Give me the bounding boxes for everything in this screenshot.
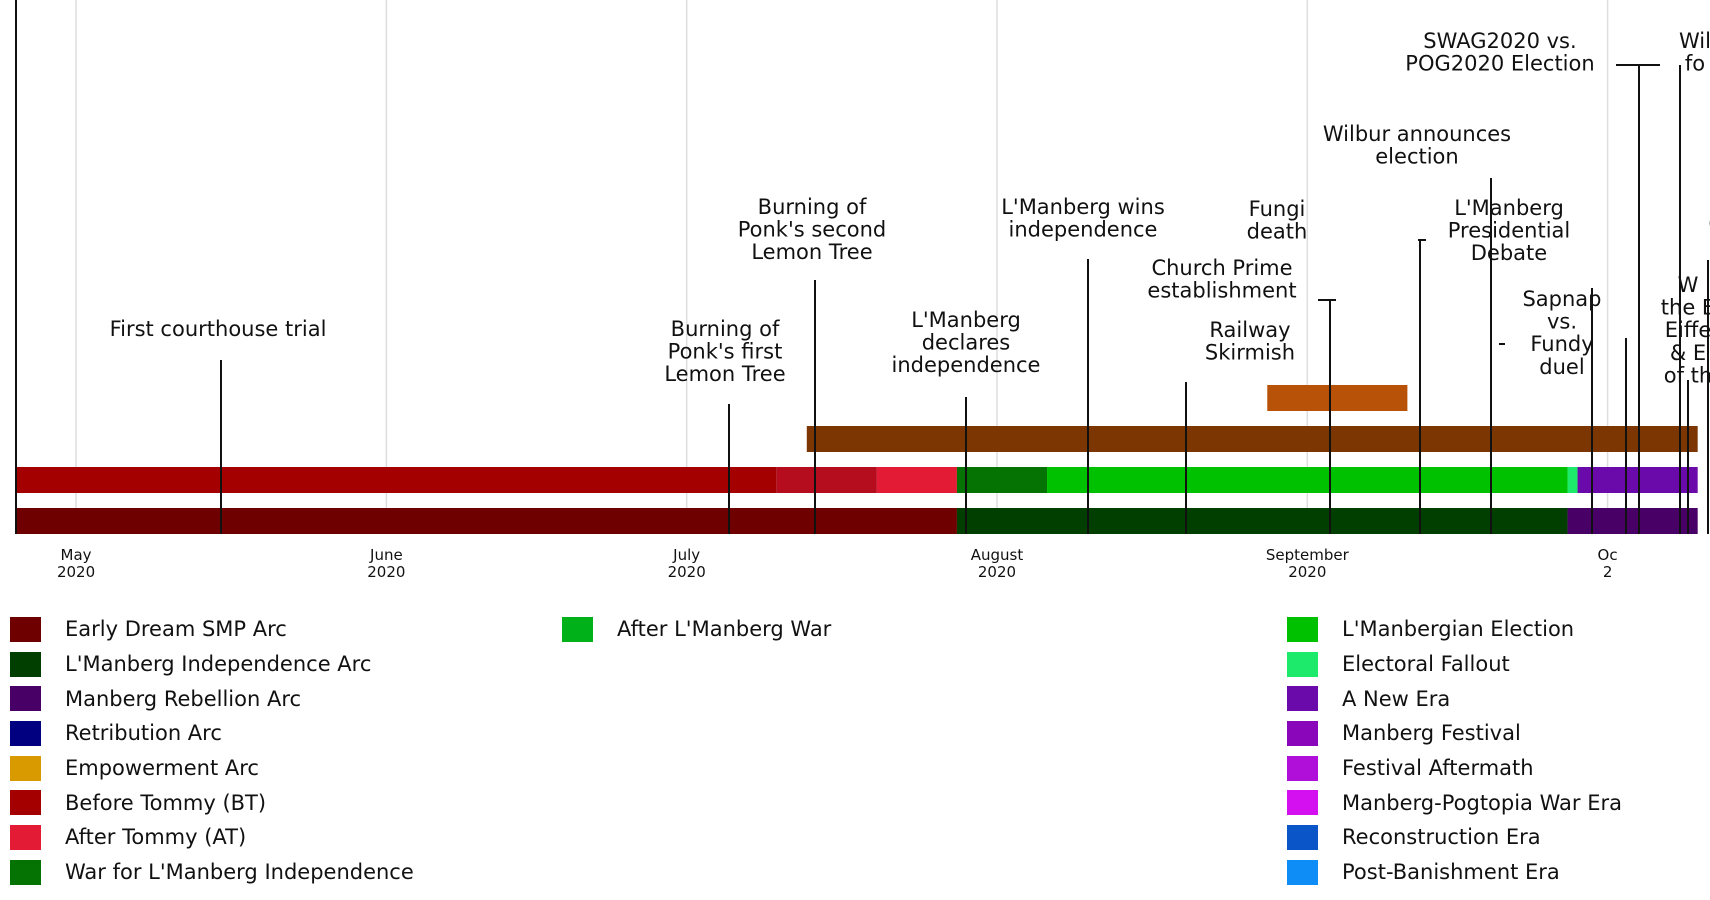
legend-item: Before Tommy (BT) [10,785,414,820]
legend-label: Electoral Fallout [1342,652,1510,677]
axis-tick-label: May 2020 [57,546,95,581]
legend-label: After Tommy (AT) [65,825,247,850]
legend-item: Festival Aftermath [1287,751,1622,786]
legend-swatch [10,686,41,712]
period-bar [956,467,1048,493]
period-bar [1577,467,1698,493]
legend-item: War for L'Manberg Independence [10,855,414,890]
legend-swatch [10,790,41,816]
legend-item: After L'Manberg War [562,612,831,647]
legend-label: Post-Banishment Era [1342,860,1560,885]
axis-tick-label: July 2020 [668,546,706,581]
legend-label: L'Manbergian Election [1342,617,1575,642]
legend-swatch [10,616,41,642]
event-label: Fungi death [1247,197,1308,244]
legend-swatch [1287,755,1318,781]
axis-tick-label: September 2020 [1266,546,1350,581]
gridlines [75,0,1609,534]
period-bar [956,508,1568,534]
legend-swatch [1287,651,1318,677]
legend-label: L'Manberg Independence Arc [65,652,372,677]
period-bar [806,426,1698,452]
period-bar [1567,508,1698,534]
event-label: L'Manberg wins independence [1001,195,1165,242]
legend-item: Retribution Arc [10,716,414,751]
event-label: L'Manberg Presidential Debate [1448,196,1571,265]
legend-item: L'Manberg Independence Arc [10,647,414,682]
legend-column-3: L'Manbergian Election Electoral Fallout … [1287,612,1622,890]
legend-swatch [1287,859,1318,885]
legend-swatch [10,651,41,677]
legend-swatch [1287,720,1318,746]
legend-label: Empowerment Arc [65,756,259,781]
legend-swatch [10,824,41,850]
legend-column-2: After L'Manberg War [562,612,831,647]
legend-column-1: Early Dream SMP Arc L'Manberg Independen… [10,612,414,890]
legend-swatch [1287,824,1318,850]
legend-label: War for L'Manberg Independence [65,860,414,885]
axis-tick-label: Oc 2 [1598,546,1618,581]
legend-swatch [1287,790,1318,816]
legend-swatch [10,859,41,885]
legend-item: Early Dream SMP Arc [10,612,414,647]
period-bar [1047,467,1568,493]
axis-tick-label: August 2020 [971,546,1024,581]
legend-label: Retribution Arc [65,721,222,746]
legend-label: Early Dream SMP Arc [65,617,287,642]
legend-item: After Tommy (AT) [10,820,414,855]
legend-label: Festival Aftermath [1342,756,1534,781]
date-axis: May 2020 June 2020 July 2020 August 2020 Septemb… [15,0,1618,581]
legend-label: After L'Manberg War [617,617,832,642]
period-bar [776,467,877,493]
event-label: Sapnap vs. Fundy duel [1522,287,1601,379]
legend-item: Empowerment Arc [10,751,414,786]
event-label: L'Manberg declares independence [892,308,1041,377]
legend-item: A New Era [1287,681,1622,716]
legend-item: Post-Banishment Era [1287,855,1622,890]
legend-swatch [1287,686,1318,712]
axis-tick-label: June 2020 [367,546,405,581]
event-label: Church Prime establishment [1147,256,1296,303]
legend-label: Before Tommy (BT) [65,790,267,815]
legend-swatch [10,720,41,746]
legend-item: Electoral Fallout [1287,647,1622,682]
legend-item: L'Manbergian Election [1287,612,1622,647]
period-bar [16,467,777,493]
legend-item: Manberg Festival [1287,716,1622,751]
legend-item: Manberg Rebellion Arc [10,681,414,716]
event-label: Burning of Ponk's second Lemon Tree [738,195,887,264]
legend-label: Manberg Festival [1342,721,1521,746]
event-markers: First courthouse trial Burning of Ponk's f… [110,29,1710,534]
event-label: Wil fo [1679,29,1710,76]
legend-swatch [1287,616,1318,642]
event-label: ( [1708,211,1710,235]
period-bar [1267,385,1408,411]
event-label: Railway Skirmish [1205,318,1295,365]
event-label: SWAG2020 vs. POG2020 Election [1405,29,1594,76]
legend-label: A New Era [1342,686,1451,711]
legend-label: Reconstruction Era [1342,825,1541,850]
period-bar [16,508,957,534]
event-label: Burning of Ponk's first Lemon Tree [664,317,785,386]
event-label: Wilbur announces election [1323,122,1511,169]
legend-label: Manberg Rebellion Arc [65,686,302,711]
legend-item: Manberg-Pogtopia War Era [1287,785,1622,820]
legend-item: Reconstruction Era [1287,820,1622,855]
era-bars [16,385,1698,534]
legend-swatch [562,616,593,642]
period-bar [1567,467,1578,493]
legend-label: Manberg-Pogtopia War Era [1342,790,1622,815]
legend-swatch [10,755,41,781]
event-label: First courthouse trial [110,317,327,341]
period-bar [876,467,957,493]
